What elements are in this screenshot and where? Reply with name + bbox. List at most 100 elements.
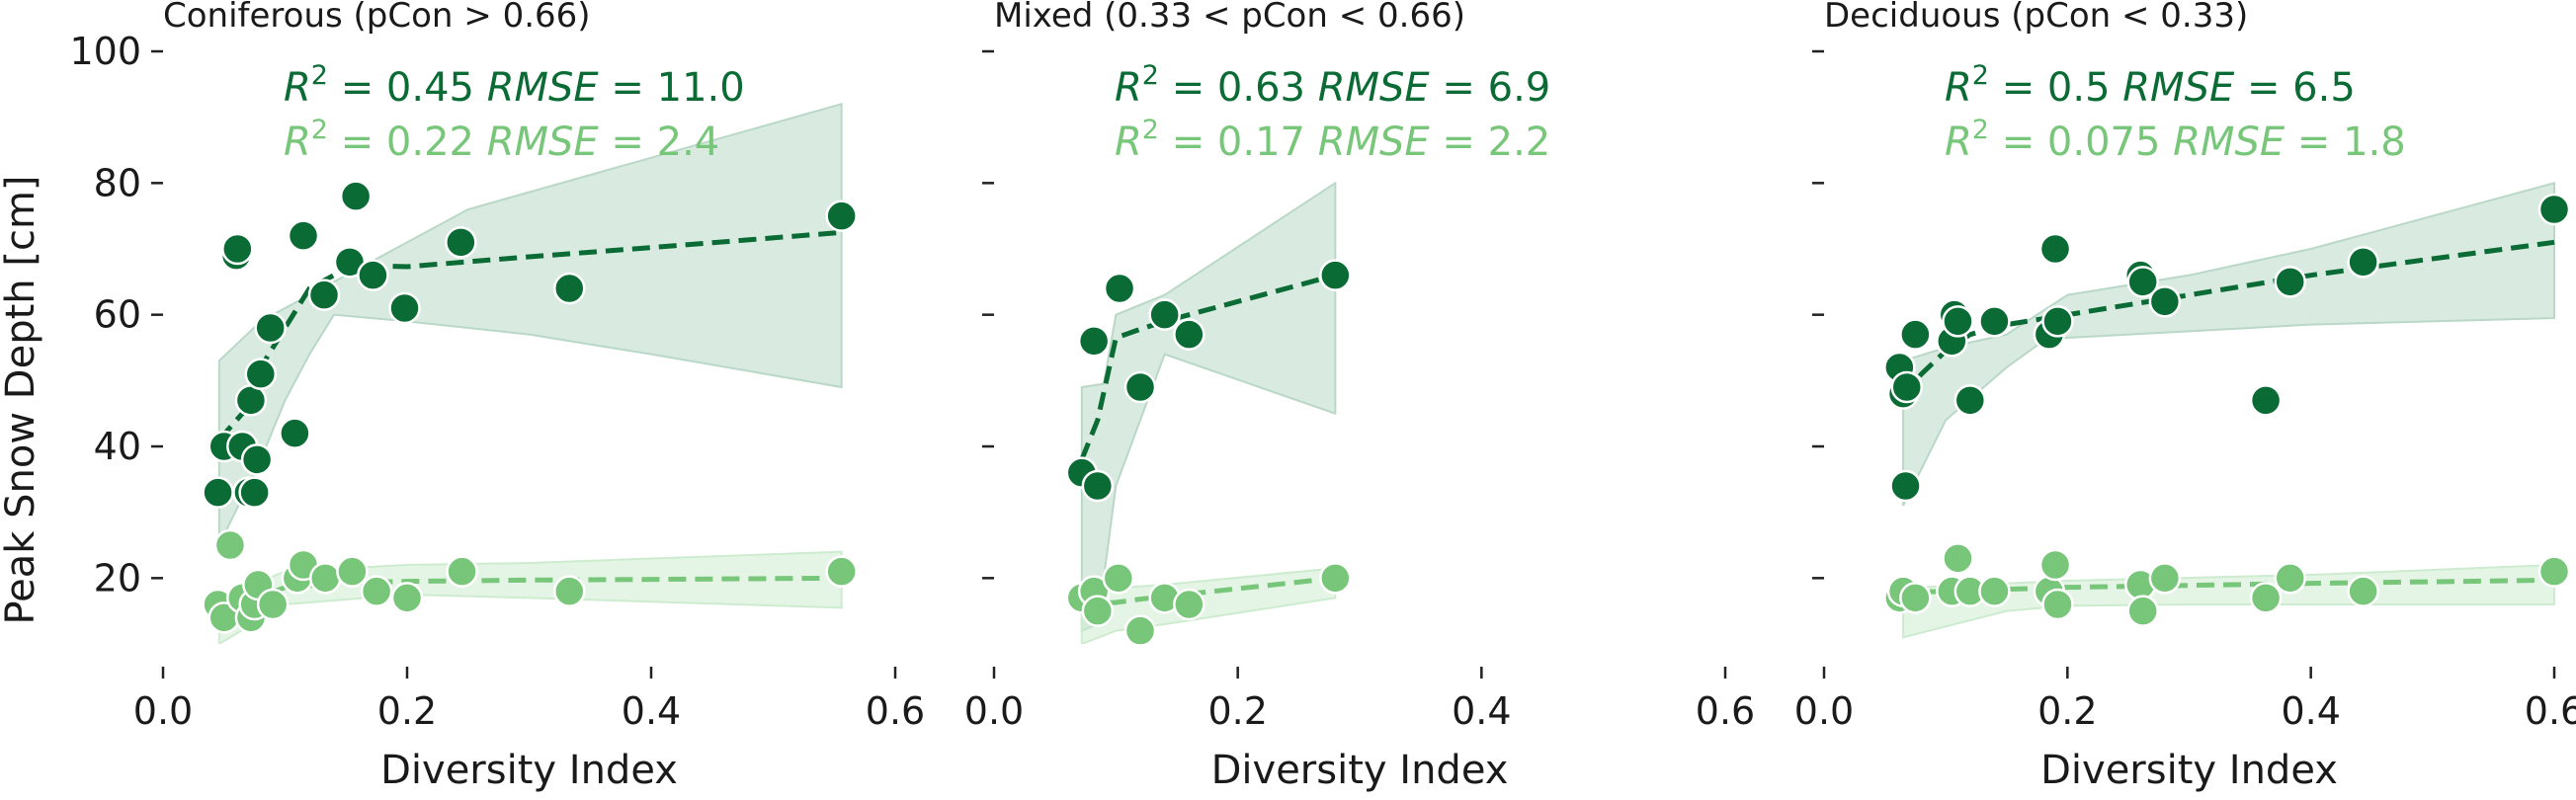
- data-point-dark: [1081, 469, 1115, 503]
- data-point-dark: [1978, 305, 2011, 338]
- x-tick-label: 0.2: [1207, 689, 1267, 733]
- data-point-dark: [1942, 305, 1974, 338]
- data-point-light: [1319, 562, 1352, 595]
- stats-light: R2 = 0.17 RMSE = 2.2: [1115, 115, 1550, 165]
- data-point-dark: [2347, 246, 2379, 279]
- data-point-dark: [244, 358, 278, 390]
- data-point-light: [2041, 588, 2074, 621]
- x-tick-label: 0.6: [1696, 689, 1755, 733]
- x-tick-label: 0.0: [964, 689, 1024, 733]
- x-tick-label: 0.6: [866, 689, 925, 733]
- data-point-dark: [1889, 469, 1922, 503]
- data-point-dark: [2249, 384, 2283, 417]
- data-point-light: [553, 575, 586, 607]
- x-tick-label: 0.4: [1452, 689, 1511, 733]
- fit-line-dark: [1901, 239, 2555, 399]
- panel-2: Mixed (0.33 < pCon < 0.66) 0.0 0.2 0.4 0.6 Di…: [964, 0, 1755, 793]
- panel-title: Deciduous (pCon < 0.33): [1824, 0, 2248, 36]
- data-point-dark: [1103, 272, 1136, 305]
- data-point-light: [309, 562, 342, 595]
- data-point-dark: [1077, 325, 1111, 358]
- data-point-dark: [2038, 232, 2072, 266]
- plot-area: [1065, 181, 1352, 644]
- data-point-light: [2148, 562, 2182, 595]
- data-point-dark: [1123, 370, 1157, 404]
- data-point-light: [336, 555, 369, 588]
- y-tick-label: 100: [69, 30, 141, 73]
- y-tick-label: 80: [94, 161, 141, 204]
- data-point-light: [1173, 588, 1205, 621]
- data-point-light: [825, 555, 858, 588]
- data-point-light: [1942, 542, 1974, 575]
- stats-light: R2 = 0.22 RMSE = 2.4: [284, 115, 719, 165]
- data-point-dark: [287, 219, 320, 252]
- data-point-light: [2347, 575, 2379, 607]
- data-point-dark: [825, 200, 858, 232]
- data-point-dark: [2274, 266, 2306, 298]
- data-point-dark: [1890, 370, 1924, 404]
- panel-title: Coniferous (pCon > 0.66): [163, 0, 591, 36]
- panel-1: Coniferous (pCon > 0.66) 0.0 0.2 0.4 0.6 Dive…: [69, 0, 925, 793]
- data-point-dark: [279, 417, 311, 449]
- x-axis-label: Diversity Index: [380, 748, 678, 793]
- panel-title: Mixed (0.33 < pCon < 0.66): [994, 0, 1465, 36]
- x-tick-label: 0.4: [622, 689, 681, 733]
- data-point-light: [256, 588, 290, 621]
- panels: Coniferous (pCon > 0.66) 0.0 0.2 0.4 0.6 Dive…: [69, 0, 2576, 793]
- data-point-dark: [339, 180, 373, 212]
- y-tick-label: 20: [94, 556, 141, 600]
- data-point-dark: [553, 272, 586, 305]
- data-point-dark: [357, 259, 389, 291]
- confidence-band-dark: [1902, 182, 2555, 507]
- data-point-light: [1123, 614, 1157, 644]
- data-point-dark: [2126, 266, 2159, 298]
- confidence-band-dark: [217, 103, 843, 546]
- data-point-light: [360, 575, 393, 607]
- data-point-dark: [2041, 305, 2074, 338]
- stats-dark: R2 = 0.45 RMSE = 11.0: [284, 60, 745, 111]
- x-axis-label: Diversity Index: [1211, 748, 1509, 793]
- fit-line-dark: [1079, 273, 1336, 461]
- x-tick-label: 0.0: [1794, 689, 1854, 733]
- x-tick-label: 0.2: [2037, 689, 2097, 733]
- data-point-dark: [1319, 259, 1352, 291]
- data-point-light: [1899, 582, 1932, 614]
- y-tick-label: 60: [94, 293, 141, 337]
- y-axis-label: Peak Snow Depth [cm]: [0, 175, 43, 624]
- data-point-dark: [1899, 318, 1932, 351]
- x-tick-label: 0.6: [2525, 689, 2576, 733]
- data-point-light: [2274, 562, 2306, 595]
- stats-dark: R2 = 0.5 RMSE = 6.5: [1945, 60, 2356, 111]
- panel-3: Deciduous (pCon < 0.33) 0.0 0.2 0.4 0.6 Diver…: [1794, 0, 2576, 793]
- data-point-dark: [221, 232, 254, 266]
- x-axis-label: Diversity Index: [2040, 748, 2338, 793]
- y-tick-label: 40: [94, 425, 141, 468]
- data-point-dark: [238, 476, 271, 509]
- data-point-light: [2249, 582, 2283, 614]
- data-point-light: [446, 555, 478, 588]
- data-point-light: [213, 528, 247, 562]
- data-point-light: [2537, 555, 2571, 588]
- x-tick-label: 0.0: [133, 689, 193, 733]
- data-point-dark: [307, 279, 341, 311]
- data-point-dark: [1173, 318, 1205, 351]
- data-point-light: [1978, 575, 2011, 607]
- data-point-dark: [1953, 384, 1987, 417]
- data-point-light: [390, 582, 424, 614]
- plot-area: [1883, 182, 2571, 639]
- data-point-light: [2126, 595, 2159, 627]
- x-tick-label: 0.2: [377, 689, 437, 733]
- stats-light: R2 = 0.075 RMSE = 1.8: [1945, 115, 2406, 165]
- data-point-light: [2038, 548, 2072, 582]
- data-point-dark: [388, 291, 421, 325]
- data-point-dark: [2148, 285, 2182, 318]
- data-point-dark: [254, 311, 287, 345]
- data-point-dark: [445, 226, 477, 259]
- data-point-dark: [2537, 193, 2571, 226]
- data-point-light: [1102, 562, 1135, 595]
- data-point-dark: [202, 476, 234, 509]
- data-point-light: [1081, 595, 1115, 627]
- data-point-dark: [240, 443, 274, 476]
- stats-dark: R2 = 0.63 RMSE = 6.9: [1115, 60, 1550, 111]
